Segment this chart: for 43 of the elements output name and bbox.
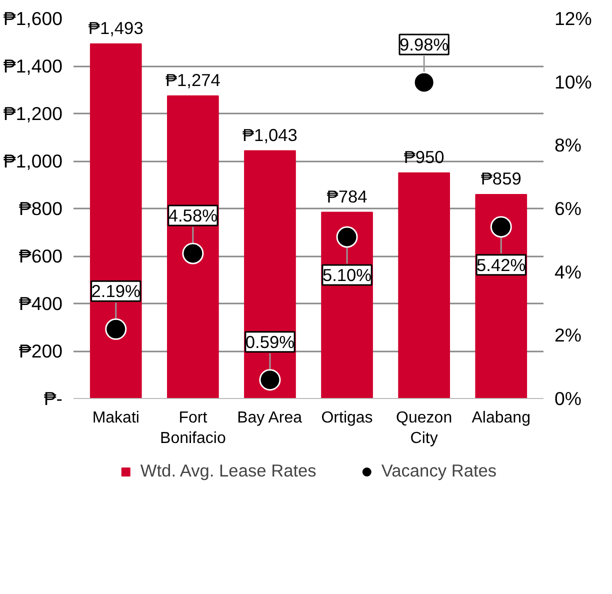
data-label: ₱950 [404, 146, 444, 167]
y-tick-label: ₱600 [18, 246, 63, 266]
point [336, 226, 358, 248]
y2-tick-label: 0% [554, 388, 582, 409]
data-label: 4.58% [168, 205, 218, 226]
bar [90, 43, 142, 398]
data-label: ₱1,493 [88, 18, 144, 38]
y2-tick-label: 4% [554, 261, 582, 282]
data-label: 5.10% [322, 265, 372, 285]
y2-tick-label: 2% [554, 324, 582, 346]
y2-tick-label: 6% [554, 198, 582, 219]
y-tick-label: ₱1,000 [3, 150, 63, 172]
x-tick-label: Makati [92, 410, 140, 426]
point [490, 216, 512, 238]
x-tick-label: Quezon City [396, 410, 452, 447]
y2-tick-label: 10% [554, 71, 592, 92]
x-tick-label: Alabang [472, 410, 530, 426]
y-tick-label: ₱800 [18, 198, 63, 219]
legend-label: Vacancy Rates [381, 460, 497, 482]
y2-tick-label: 12% [554, 8, 592, 29]
point [105, 318, 127, 340]
y-tick-label: ₱400 [18, 293, 63, 314]
legend-label: Wtd. Avg. Lease Rates [140, 460, 316, 482]
y2-tick-label: 8% [554, 134, 582, 156]
data-label: ₱1,043 [242, 124, 298, 145]
x-tick-label: Ortigas [321, 410, 373, 426]
data-label: ₱784 [326, 186, 368, 206]
point [413, 72, 435, 94]
bar [167, 95, 219, 398]
y-tick-label: ₱200 [18, 340, 63, 362]
data-label: ₱1,274 [165, 70, 221, 90]
data-label: 0.59% [245, 332, 295, 352]
data-label: 9.98% [400, 34, 449, 54]
y-tick-label: ₱1,200 [3, 103, 63, 124]
point [259, 369, 281, 391]
y-tick-label: ₱1,400 [3, 56, 63, 76]
bar [398, 172, 450, 398]
y-tick-label: ₱1,600 [3, 8, 63, 29]
y-tick-label: ₱- [44, 388, 62, 409]
x-tick-label: Fort Bonifacio [160, 410, 226, 447]
data-label: ₱859 [480, 168, 522, 188]
x-tick-label: Bay Area [237, 410, 302, 426]
point [182, 242, 204, 264]
